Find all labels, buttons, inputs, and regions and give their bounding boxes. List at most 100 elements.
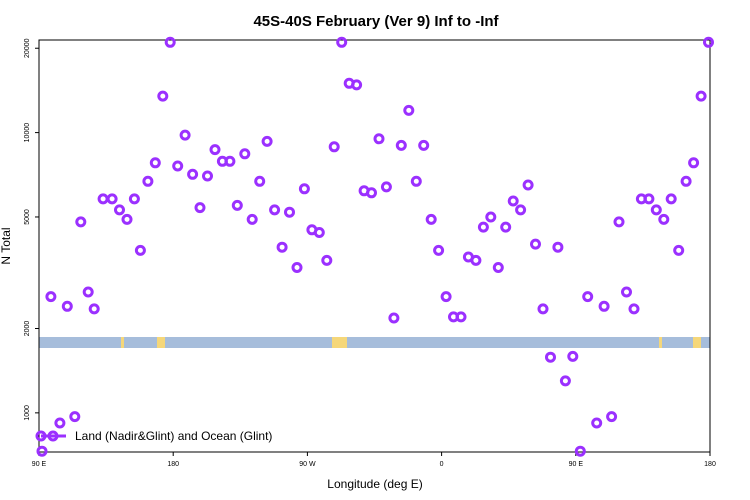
chart-title: 45S-40S February (Ver 9) Inf to -Inf [253, 13, 499, 30]
data-point [276, 241, 288, 253]
data-point [224, 155, 236, 167]
data-point [254, 175, 266, 187]
data-point [202, 170, 213, 182]
data-point [366, 187, 377, 199]
data-point [388, 312, 400, 324]
y-tick-label: 20000 [24, 38, 31, 58]
data-point [321, 254, 333, 266]
data-point [88, 303, 100, 315]
x-tick-label: 90 E [569, 461, 584, 468]
data-point [336, 36, 348, 48]
x-tick-label: 90 E [32, 461, 47, 468]
data-point [284, 206, 295, 218]
data-point [658, 213, 670, 225]
data-point [567, 350, 579, 362]
data-point [231, 199, 243, 211]
data-point [142, 175, 154, 187]
data-point [680, 175, 692, 187]
x-axis-title: Longitude (deg E) [327, 477, 422, 491]
data-point [313, 227, 325, 238]
data-point [515, 204, 527, 216]
data-point [665, 193, 677, 205]
data-point [606, 411, 618, 423]
x-tick-label: 180 [167, 461, 179, 468]
x-tick-label: 90 W [299, 461, 316, 468]
land-segment [332, 337, 347, 348]
data-point [106, 193, 118, 205]
data-point [75, 216, 87, 228]
y-tick-label: 5000 [24, 209, 31, 225]
data-point [351, 79, 363, 91]
x-tick-label: 180 [704, 461, 716, 468]
data-point [500, 221, 512, 233]
data-point [291, 262, 303, 273]
data-point [559, 375, 571, 387]
legend-label: Land (Nadir&Glint) and Ocean (Glint) [75, 429, 272, 443]
data-point [507, 195, 519, 207]
data-points [36, 36, 714, 457]
data-point [403, 104, 415, 116]
data-point [164, 36, 176, 48]
data-point [688, 157, 700, 169]
data-point [582, 291, 594, 303]
data-point [410, 175, 422, 187]
data-point [492, 262, 504, 273]
land-ocean-band [39, 337, 710, 348]
data-point [650, 204, 662, 216]
data-point [45, 291, 57, 303]
data-point [425, 213, 437, 225]
x-tick-label: 0 [440, 461, 444, 468]
data-point [128, 193, 140, 205]
data-point [82, 286, 94, 298]
data-point [530, 238, 541, 250]
data-point [485, 211, 497, 223]
x-axis: 90 E 180 90 W 0 90 E 180 [32, 452, 716, 468]
data-point [194, 202, 206, 214]
data-point [598, 300, 610, 312]
data-point [621, 286, 632, 298]
data-point [187, 168, 199, 180]
data-point [574, 445, 586, 457]
legend-marker-icon [35, 430, 47, 442]
data-point [298, 183, 310, 195]
data-point [69, 411, 81, 423]
ocean-strip [39, 337, 710, 348]
data-point [643, 193, 655, 205]
land-segment [659, 337, 662, 348]
data-point [239, 148, 251, 160]
y-tick-label: 1000 [24, 405, 31, 421]
data-point [673, 244, 685, 256]
data-point [591, 417, 603, 429]
data-point [440, 291, 452, 303]
data-point [418, 139, 430, 151]
legend-marker-icon [47, 430, 59, 442]
data-point [433, 244, 445, 256]
plot-frame [38, 39, 711, 453]
data-point [628, 303, 640, 315]
data-point [179, 129, 191, 141]
data-point [552, 241, 564, 253]
data-point [246, 213, 258, 225]
data-point [261, 135, 273, 147]
y-axis-title: N Total [0, 227, 13, 264]
y-tick-label: 10000 [24, 123, 31, 143]
data-point [380, 181, 392, 193]
y-tick-label: 2000 [24, 321, 31, 337]
data-point [477, 221, 489, 233]
data-point [470, 254, 482, 266]
data-point [36, 445, 48, 457]
data-point [328, 141, 340, 153]
data-point [695, 90, 707, 102]
land-segment [121, 337, 124, 348]
data-point [61, 300, 73, 312]
data-point [209, 144, 221, 156]
legend: Land (Nadir&Glint) and Ocean (Glint) [35, 429, 272, 443]
data-point [455, 311, 467, 323]
data-point [114, 204, 125, 216]
data-point [121, 213, 133, 225]
data-point [373, 133, 385, 145]
data-point [54, 417, 66, 429]
y-axis: 1000 2000 5000 10000 20000 [24, 38, 39, 421]
data-point [613, 216, 625, 228]
